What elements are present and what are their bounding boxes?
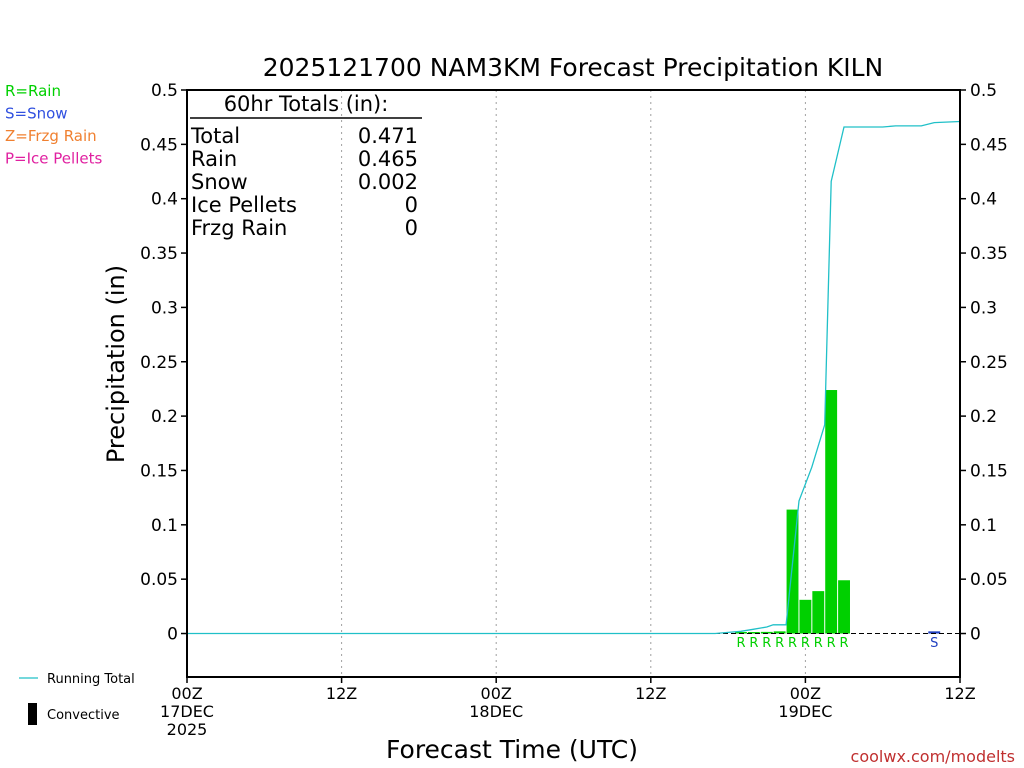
precip-bar-9 <box>928 631 941 634</box>
totals-label-0: Total <box>190 124 240 148</box>
ptype-label-8: R <box>840 636 849 651</box>
totals-header: 60hr Totals (in): <box>224 92 389 116</box>
x-tick-label-5-0: 12Z <box>944 684 975 703</box>
precip-bar-4 <box>786 509 799 634</box>
y-tick-label-left-6: 0.3 <box>151 298 178 318</box>
y-tick-label-left-9: 0.45 <box>140 135 178 155</box>
x-tick-label-4-0: 00Z <box>790 684 821 703</box>
y-tick-label-left-7: 0.35 <box>140 244 178 264</box>
precip-bar-2 <box>760 631 773 634</box>
y-tick-label-left-2: 0.1 <box>151 516 178 536</box>
precip-bar-8 <box>838 580 850 634</box>
totals-label-3: Ice Pellets <box>191 193 297 217</box>
y-tick-label-left-3: 0.15 <box>140 461 178 481</box>
y-tick-label-left-4: 0.2 <box>151 407 178 427</box>
type-legend-item-0: R=Rain <box>5 82 61 100</box>
x-tick-label-2-0: 00Z <box>481 684 512 703</box>
totals-value-3: 0 <box>405 193 418 217</box>
running-total-polyline <box>187 120 961 635</box>
y-tick-label-left-1: 0.05 <box>140 570 178 590</box>
series-legend-swatch-1 <box>28 703 37 725</box>
axis-ticks: 0 00.05 0.050.1 0.10.15 0.150.2 0.20.25 0.250.… <box>140 81 1008 739</box>
x-tick-label-0-0: 00Z <box>171 684 202 703</box>
x-tick-label-3-0: 12Z <box>635 684 666 703</box>
type-legend-item-1: S=Snow <box>5 105 68 123</box>
totals-label-2: Snow <box>191 170 248 194</box>
y-tick-label-right-0: 0 <box>970 625 981 645</box>
y-tick-label-right-8: 0.4 <box>970 190 997 210</box>
x-tick-label-1-0: 12Z <box>326 684 357 703</box>
y-axis-label: Precipitation (in) <box>102 265 130 463</box>
type-legend-item-3: P=Ice Pellets <box>5 150 102 168</box>
x-tick-label-2-1: 18DEC <box>469 702 523 721</box>
y-tick-label-right-9: 0.45 <box>970 135 1008 155</box>
ptype-label-3: R <box>775 636 784 651</box>
precip-bar-5 <box>799 599 812 634</box>
precip-bar-1 <box>747 632 760 634</box>
series-legend-label-1: Convective <box>47 708 120 723</box>
y-tick-label-left-0: 0 <box>167 625 178 645</box>
x-tick-label-0-2: 2025 <box>167 720 208 739</box>
precip-bar-3 <box>773 631 786 634</box>
ptype-label-9: S <box>930 636 938 651</box>
running-total-line <box>187 120 961 635</box>
y-tick-label-right-1: 0.05 <box>970 570 1008 590</box>
type-legend-item-2: Z=Frzg Rain <box>5 127 97 145</box>
precip-bar-7 <box>825 390 838 634</box>
series-legend: Running Total Convective <box>19 672 135 725</box>
ptype-label-0: R <box>736 636 745 651</box>
totals-label-1: Rain <box>191 147 237 171</box>
y-tick-label-right-10: 0.5 <box>970 81 997 101</box>
y-tick-label-right-5: 0.25 <box>970 353 1008 373</box>
totals-value-2: 0.002 <box>358 170 418 194</box>
ptype-label-5: R <box>801 636 810 651</box>
ptype-label-2: R <box>762 636 771 651</box>
plot-frame <box>186 89 961 678</box>
y-tick-label-left-8: 0.4 <box>151 190 178 210</box>
vertical-gridlines <box>341 90 806 677</box>
y-tick-label-left-5: 0.25 <box>140 353 178 373</box>
totals-value-4: 0 <box>405 216 418 240</box>
chart-title: 2025121700 NAM3KM Forecast Precipitation… <box>263 53 884 82</box>
ptype-label-4: R <box>788 636 797 651</box>
ptype-label-1: R <box>749 636 758 651</box>
precip-type-legend: R=Rain S=Snow Z=Frzg Rain P=Ice Pellets <box>5 82 102 168</box>
axes <box>186 89 961 678</box>
x-tick-label-4-1: 19DEC <box>778 702 832 721</box>
totals-box: 60hr Totals (in): Total 0.471 Rain 0.465 Sno… <box>190 92 422 240</box>
y-tick-label-right-6: 0.3 <box>970 298 997 318</box>
credit-text: coolwx.com/modelts <box>851 747 1015 766</box>
x-tick-label-0-1: 17DEC <box>160 702 214 721</box>
totals-label-4: Frzg Rain <box>191 216 287 240</box>
precip-bar-0 <box>735 632 747 634</box>
x-axis-label: Forecast Time (UTC) <box>386 735 638 764</box>
totals-value-1: 0.465 <box>358 147 418 171</box>
ptype-label-7: R <box>827 636 836 651</box>
series-legend-label-0: Running Total <box>47 672 135 687</box>
y-tick-label-left-10: 0.5 <box>151 81 178 101</box>
y-tick-label-right-4: 0.2 <box>970 407 997 427</box>
totals-value-0: 0.471 <box>358 124 418 148</box>
precip-bars <box>735 390 941 634</box>
y-tick-label-right-7: 0.35 <box>970 244 1008 264</box>
precip-bar-6 <box>812 591 825 634</box>
y-tick-label-right-2: 0.1 <box>970 516 997 536</box>
ptype-label-6: R <box>814 636 823 651</box>
y-tick-label-right-3: 0.15 <box>970 461 1008 481</box>
